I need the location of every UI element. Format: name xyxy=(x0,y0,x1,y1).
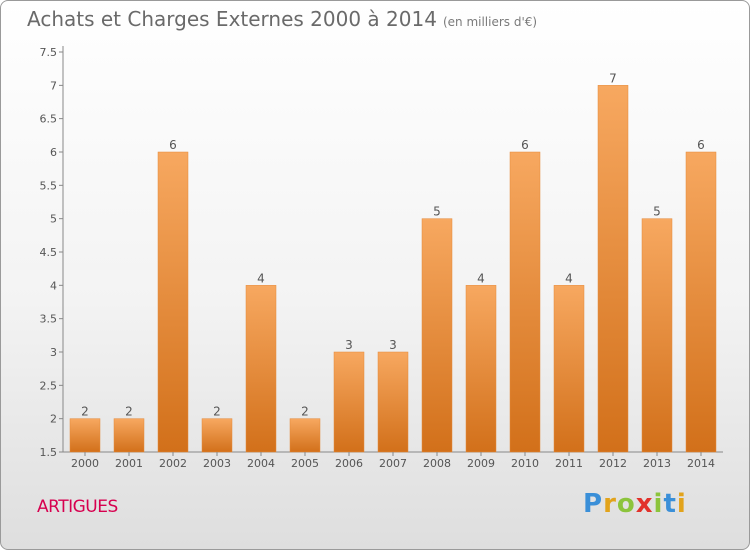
logo-letter: r xyxy=(603,489,617,519)
x-tick-label: 2001 xyxy=(115,457,143,470)
bar xyxy=(113,418,145,453)
x-tick-label: 2007 xyxy=(379,457,407,470)
bar xyxy=(201,418,233,453)
logo-letter: x xyxy=(635,489,654,519)
x-tick-label: 2014 xyxy=(687,457,715,470)
y-tick-label: 3 xyxy=(50,346,57,359)
data-label: 3 xyxy=(345,338,353,352)
data-label: 7 xyxy=(609,71,617,85)
y-tick-label: 5.5 xyxy=(40,179,58,192)
y-tick-label: 3.5 xyxy=(40,313,58,326)
data-label: 4 xyxy=(565,271,573,285)
x-tick-label: 2005 xyxy=(291,457,319,470)
bar xyxy=(421,218,453,453)
x-tick-label: 2011 xyxy=(555,457,583,470)
bar xyxy=(641,218,673,453)
bar xyxy=(289,418,321,453)
chart-title: Achats et Charges Externes 2000 à 2014 xyxy=(27,7,437,31)
x-tick-label: 2008 xyxy=(423,457,451,470)
data-label: 3 xyxy=(389,338,397,352)
data-label: 5 xyxy=(433,205,441,219)
data-label: 4 xyxy=(477,271,485,285)
data-label: 6 xyxy=(169,138,177,152)
logo-letter: t xyxy=(663,489,677,519)
data-label: 2 xyxy=(81,405,89,419)
commune-name: ARTIGUES xyxy=(37,497,118,517)
y-tick-label: 6 xyxy=(50,146,57,159)
chart-subtitle: (en milliers d'€) xyxy=(442,15,538,29)
x-tick-label: 2013 xyxy=(643,457,671,470)
bar xyxy=(245,285,277,453)
data-label: 6 xyxy=(521,138,529,152)
proxiti-logo: Proxiti xyxy=(583,489,687,519)
bar xyxy=(597,85,629,453)
y-tick-label: 4.5 xyxy=(40,246,58,259)
data-label: 2 xyxy=(301,405,309,419)
data-label: 6 xyxy=(697,138,705,152)
bar xyxy=(333,351,365,453)
bar xyxy=(685,151,717,453)
y-tick-label: 2 xyxy=(50,413,57,426)
y-tick-label: 7.5 xyxy=(40,46,58,59)
y-tick-label: 2.5 xyxy=(40,379,58,392)
bar xyxy=(509,151,541,453)
logo-letter: i xyxy=(653,489,664,519)
x-tick-label: 2004 xyxy=(247,457,275,470)
x-tick-label: 2002 xyxy=(159,457,187,470)
logo-letter: i xyxy=(676,489,687,519)
bar xyxy=(377,351,409,453)
y-tick-label: 1.5 xyxy=(40,446,58,459)
chart-title-block: Achats et Charges Externes 2000 à 2014 (e… xyxy=(27,7,537,31)
x-tick-label: 2000 xyxy=(71,457,99,470)
data-label: 2 xyxy=(213,405,221,419)
y-tick-label: 4 xyxy=(50,279,57,292)
logo-letter: o xyxy=(616,489,636,519)
data-label: 5 xyxy=(653,205,661,219)
x-tick-label: 2012 xyxy=(599,457,627,470)
x-tick-label: 2003 xyxy=(203,457,231,470)
y-tick-label: 6.5 xyxy=(40,113,58,126)
logo-letter: P xyxy=(583,489,604,519)
y-tick-label: 5 xyxy=(50,213,57,226)
bar xyxy=(553,285,585,453)
y-tick-label: 7 xyxy=(50,79,57,92)
x-tick-label: 2010 xyxy=(511,457,539,470)
x-tick-label: 2006 xyxy=(335,457,363,470)
bar xyxy=(69,418,101,453)
bar xyxy=(465,285,497,453)
data-label: 2 xyxy=(125,405,133,419)
x-tick-label: 2009 xyxy=(467,457,495,470)
bar xyxy=(157,151,189,453)
data-label: 4 xyxy=(257,271,265,285)
